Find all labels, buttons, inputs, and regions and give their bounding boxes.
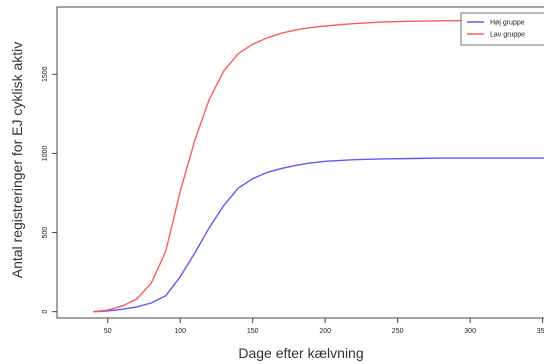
plot-border <box>56 6 544 319</box>
y-tick-label: 0 <box>42 310 49 314</box>
axes: 50 100 150 200 250 300 350 0 500 1000 1500 <box>42 66 544 335</box>
x-tick-label: 250 <box>392 328 404 335</box>
y-tick-label: 1500 <box>42 66 49 82</box>
series-lines <box>93 19 544 313</box>
legend: Høj gruppe Lav gruppe <box>460 12 544 46</box>
series-line-0 <box>93 157 544 313</box>
legend-label-hoj: Høj gruppe <box>490 20 525 27</box>
x-tick-label: 50 <box>104 328 112 335</box>
x-tick-label: 100 <box>174 328 186 335</box>
y-tick-label: 1000 <box>42 146 49 162</box>
x-tick-label: 150 <box>247 328 259 335</box>
x-tick-label: 300 <box>464 328 476 335</box>
legend-box <box>460 12 544 46</box>
y-axis-title: Antal registreringer for EJ cyklisk akti… <box>9 42 25 279</box>
y-tick-label: 500 <box>42 227 49 239</box>
x-tick-label: 200 <box>319 328 331 335</box>
legend-label-lav: Lav gruppe <box>490 32 525 39</box>
series-line-1 <box>93 19 544 313</box>
plot-frame <box>56 6 544 319</box>
x-axis-title: Dage efter kælvning <box>238 345 363 361</box>
x-tick-label: 350 <box>537 328 544 335</box>
